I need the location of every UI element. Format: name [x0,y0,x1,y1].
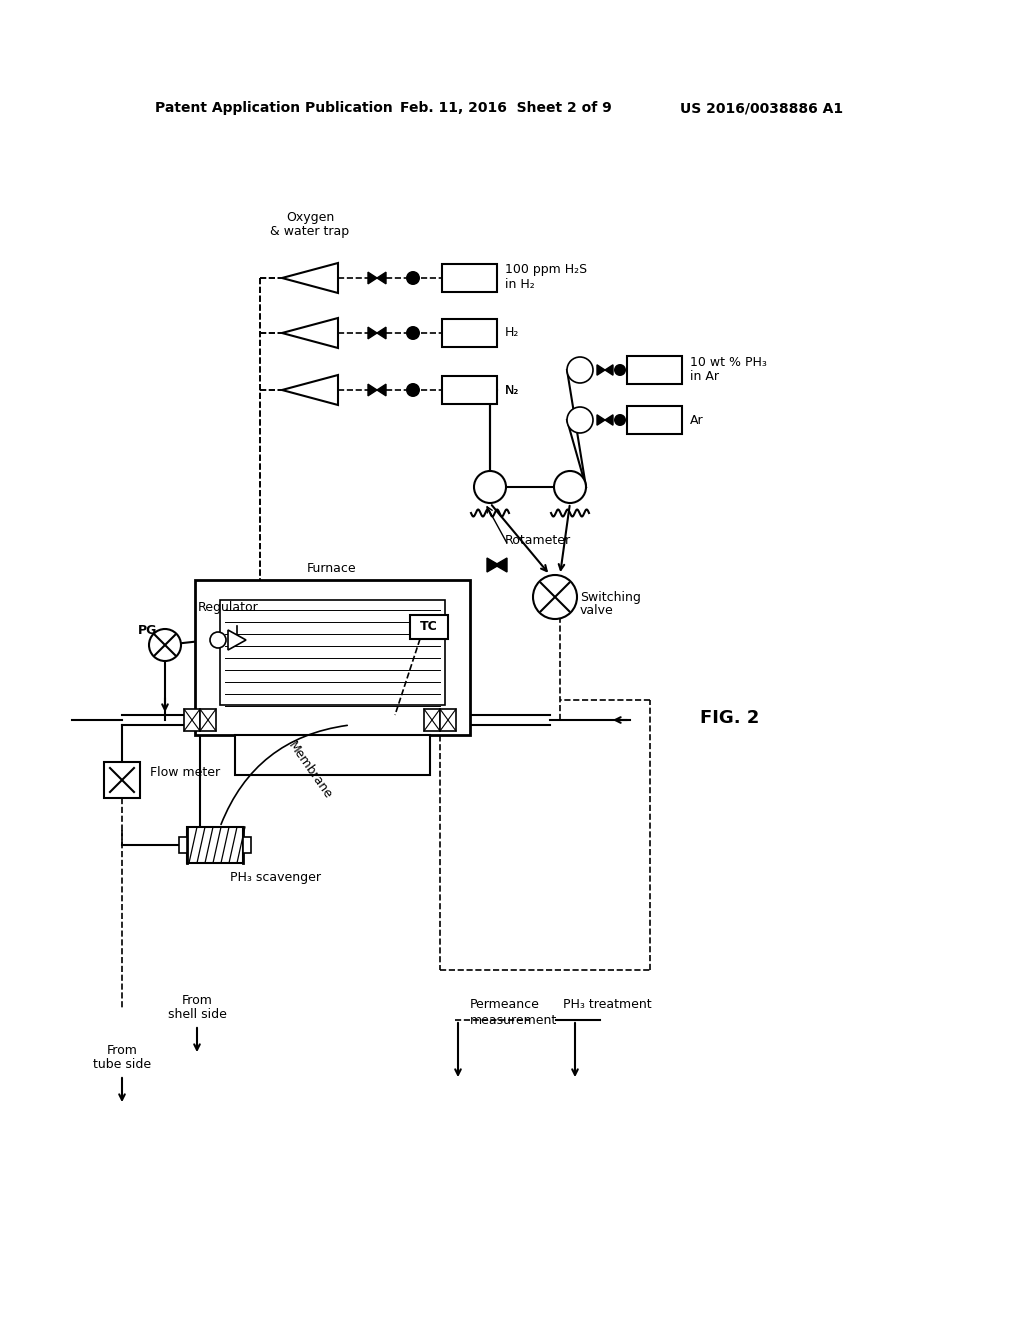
Text: PH₃ scavenger: PH₃ scavenger [230,870,321,883]
Bar [627,356,682,384]
Text: in H₂: in H₂ [505,279,535,292]
Polygon shape [377,384,386,396]
Text: Furnace: Furnace [307,561,356,574]
Text: measurement: measurement [470,1014,557,1027]
Circle shape [210,632,226,648]
Circle shape [150,630,181,661]
Polygon shape [605,364,613,375]
Circle shape [567,407,593,433]
Bar [234,735,430,775]
Text: valve: valve [580,605,613,618]
Text: Ar: Ar [690,413,703,426]
Text: H₂: H₂ [505,326,519,339]
Circle shape [554,471,586,503]
Circle shape [406,326,420,341]
Bar [442,264,497,292]
Text: TC: TC [420,620,438,634]
Polygon shape [228,630,246,649]
Bar [179,837,187,853]
Text: 100 ppm H₂S: 100 ppm H₂S [505,264,587,276]
Polygon shape [487,558,499,572]
Bar [104,762,140,799]
Text: & water trap: & water trap [270,226,349,239]
Text: US 2016/0038886 A1: US 2016/0038886 A1 [680,102,843,115]
Polygon shape [368,384,377,396]
Polygon shape [605,414,613,425]
Text: Patent Application Publication: Patent Application Publication [155,102,393,115]
Text: Rotameter: Rotameter [505,533,571,546]
Bar [424,709,440,731]
Polygon shape [282,375,338,405]
Polygon shape [495,558,507,572]
Circle shape [534,576,577,619]
Text: From: From [106,1044,137,1056]
Bar [627,407,682,434]
Polygon shape [282,318,338,348]
Text: Flow meter: Flow meter [150,766,220,779]
Text: Feb. 11, 2016  Sheet 2 of 9: Feb. 11, 2016 Sheet 2 of 9 [400,102,611,115]
Circle shape [406,271,420,285]
Bar [243,837,251,853]
Circle shape [614,414,626,426]
Text: tube side: tube side [93,1059,152,1072]
Polygon shape [282,263,338,293]
Text: Regulator: Regulator [198,602,258,615]
Bar [195,579,470,735]
Text: PH₃ treatment: PH₃ treatment [563,998,651,1011]
Text: shell side: shell side [168,1008,226,1022]
Bar [442,319,497,347]
Bar [440,709,456,731]
Polygon shape [377,327,386,339]
Polygon shape [597,364,605,375]
Text: 10 wt % PH₃: 10 wt % PH₃ [690,356,767,370]
Bar [410,615,449,639]
Bar [200,709,216,731]
Text: Oxygen: Oxygen [286,211,334,224]
Polygon shape [368,272,377,284]
Circle shape [406,383,420,397]
Circle shape [474,471,506,503]
Text: N₂: N₂ [505,384,519,396]
Text: N₂: N₂ [505,384,519,396]
Text: From: From [181,994,212,1006]
Text: PG: PG [138,623,158,636]
Polygon shape [368,327,377,339]
Bar [187,828,243,863]
Polygon shape [377,272,386,284]
Text: Membrane: Membrane [286,739,335,801]
Text: Switching: Switching [580,590,641,603]
Bar [220,601,445,705]
Text: in Ar: in Ar [690,370,719,383]
Text: FIG. 2: FIG. 2 [700,709,760,727]
Circle shape [567,356,593,383]
Polygon shape [597,414,605,425]
Bar [442,376,497,404]
Circle shape [614,364,626,376]
Text: Permeance: Permeance [470,998,540,1011]
Bar [184,709,200,731]
